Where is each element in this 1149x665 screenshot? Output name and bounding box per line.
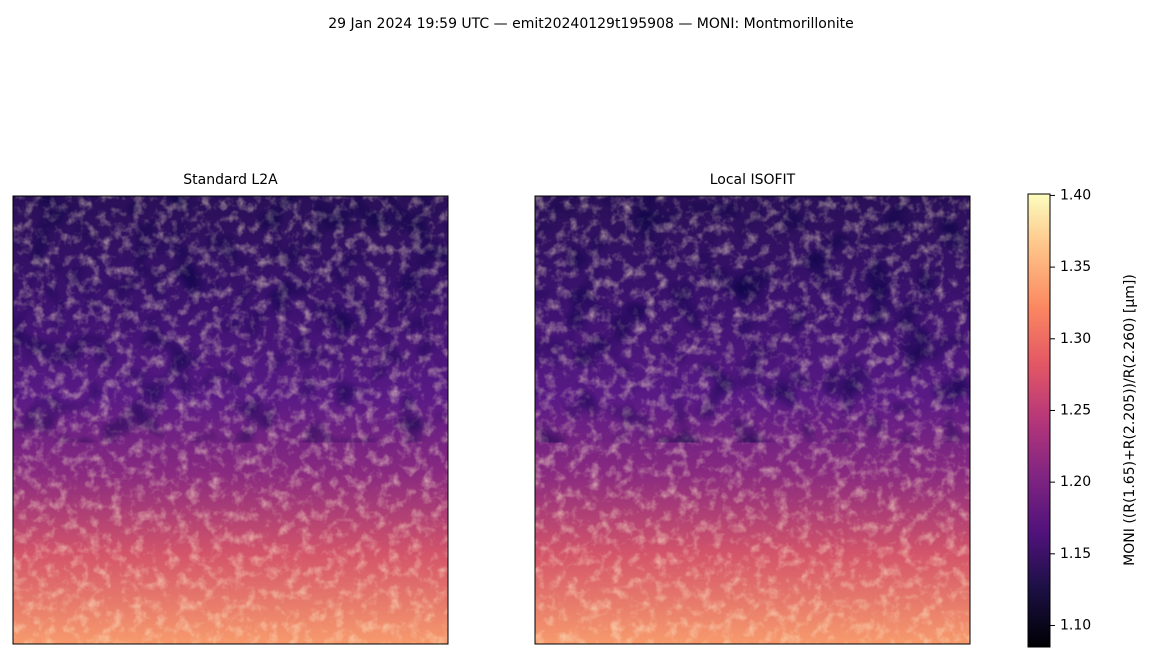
colorbar-tick-label: 1.35 xyxy=(1060,259,1091,275)
colorbar-tick-label: 1.40 xyxy=(1060,187,1091,203)
colorbar-tick-label: 1.25 xyxy=(1060,402,1091,418)
image-frame xyxy=(12,195,449,645)
colorbar-tick-label: 1.30 xyxy=(1060,331,1091,347)
colorbar-label: MONI ((R(1.65)+R(2.205))/R(2.260) [µm]) xyxy=(1122,274,1138,566)
colorbar-tick-label: 1.20 xyxy=(1060,474,1091,490)
figure-title: 29 Jan 2024 19:59 UTC — emit20240129t195… xyxy=(328,16,853,32)
colorbar-tick-label: 1.10 xyxy=(1060,617,1091,633)
image-shadow xyxy=(535,196,970,443)
colorbar xyxy=(1027,193,1051,648)
image-frame xyxy=(534,195,971,645)
colorbar-tick-label: 1.15 xyxy=(1060,546,1091,562)
panel-title: Standard L2A xyxy=(183,172,278,188)
panel-title: Local ISOFIT xyxy=(710,172,796,188)
image-shadow xyxy=(13,196,448,443)
